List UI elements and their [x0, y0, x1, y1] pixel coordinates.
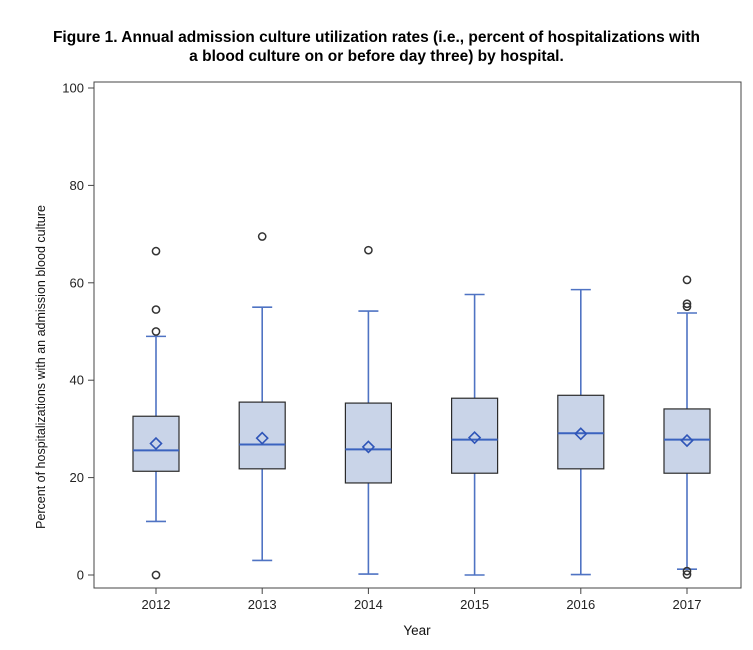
- x-tick-label-2017: 2017: [673, 597, 702, 612]
- box-2013: [238, 232, 286, 562]
- y-tick-label-20: 20: [70, 470, 84, 485]
- box-2016: [557, 288, 605, 576]
- outlier-2017-1: [682, 566, 692, 576]
- outlier-2013-0: [257, 232, 267, 241]
- mean-marker-2015: [467, 431, 482, 445]
- box-2017: [663, 275, 711, 579]
- outlier-2012-2: [151, 305, 161, 314]
- mean-marker-2012: [149, 436, 163, 451]
- box-2015: [451, 293, 499, 576]
- x-tick-label-2016: 2016: [566, 597, 595, 612]
- chart-title-line-2: a blood culture on or before day three) …: [189, 48, 564, 65]
- mean-marker-2013: [255, 431, 269, 445]
- outlier-2017-4: [682, 275, 692, 285]
- chart-title: Figure 1. Annual admission culture utili…: [0, 28, 753, 66]
- chart-title-line-1: Figure 1. Annual admission culture utili…: [52, 29, 701, 46]
- boxes: [132, 232, 711, 580]
- x-tick-label-2015: 2015: [460, 597, 489, 612]
- x-tick-label-2013: 2013: [248, 597, 277, 612]
- iqr-box-2014: [344, 402, 392, 484]
- x-tick-label-2014: 2014: [354, 597, 383, 612]
- iqr-box-2013: [238, 401, 286, 470]
- mean-marker-2016: [574, 427, 588, 441]
- plot-frame: [93, 81, 742, 589]
- mean-marker-2014: [361, 440, 376, 454]
- outlier-2012-3: [151, 246, 161, 256]
- box-2012: [132, 246, 180, 580]
- outlier-2017-0: [682, 570, 692, 579]
- y-tick-label-60: 60: [70, 275, 84, 290]
- x-tick-label-2012: 2012: [142, 597, 171, 612]
- outlier-2017-3: [682, 299, 692, 309]
- y-tick-label-80: 80: [70, 178, 84, 193]
- iqr-box-2015: [451, 397, 499, 474]
- iqr-box-2012: [132, 415, 180, 472]
- outlier-2012-1: [151, 327, 161, 336]
- y-axis: 0 20 40 60 80 100: [62, 81, 94, 583]
- x-axis: 2012 2013 2014 2015 2016 2017: [142, 588, 702, 612]
- y-tick-label-0: 0: [77, 568, 84, 583]
- mean-marker-2017: [680, 433, 694, 448]
- x-axis-label: Year: [403, 623, 431, 638]
- y-tick-label-40: 40: [70, 373, 84, 388]
- outlier-2014-0: [364, 245, 373, 255]
- box-2014: [344, 245, 392, 575]
- y-axis-label: Percent of hospitalizations with an admi…: [34, 205, 48, 529]
- iqr-box-2016: [557, 394, 605, 470]
- y-tick-label-100: 100: [62, 81, 84, 96]
- outlier-2012-0: [151, 570, 161, 580]
- iqr-box-2017: [663, 408, 711, 474]
- outlier-2017-2: [682, 302, 692, 312]
